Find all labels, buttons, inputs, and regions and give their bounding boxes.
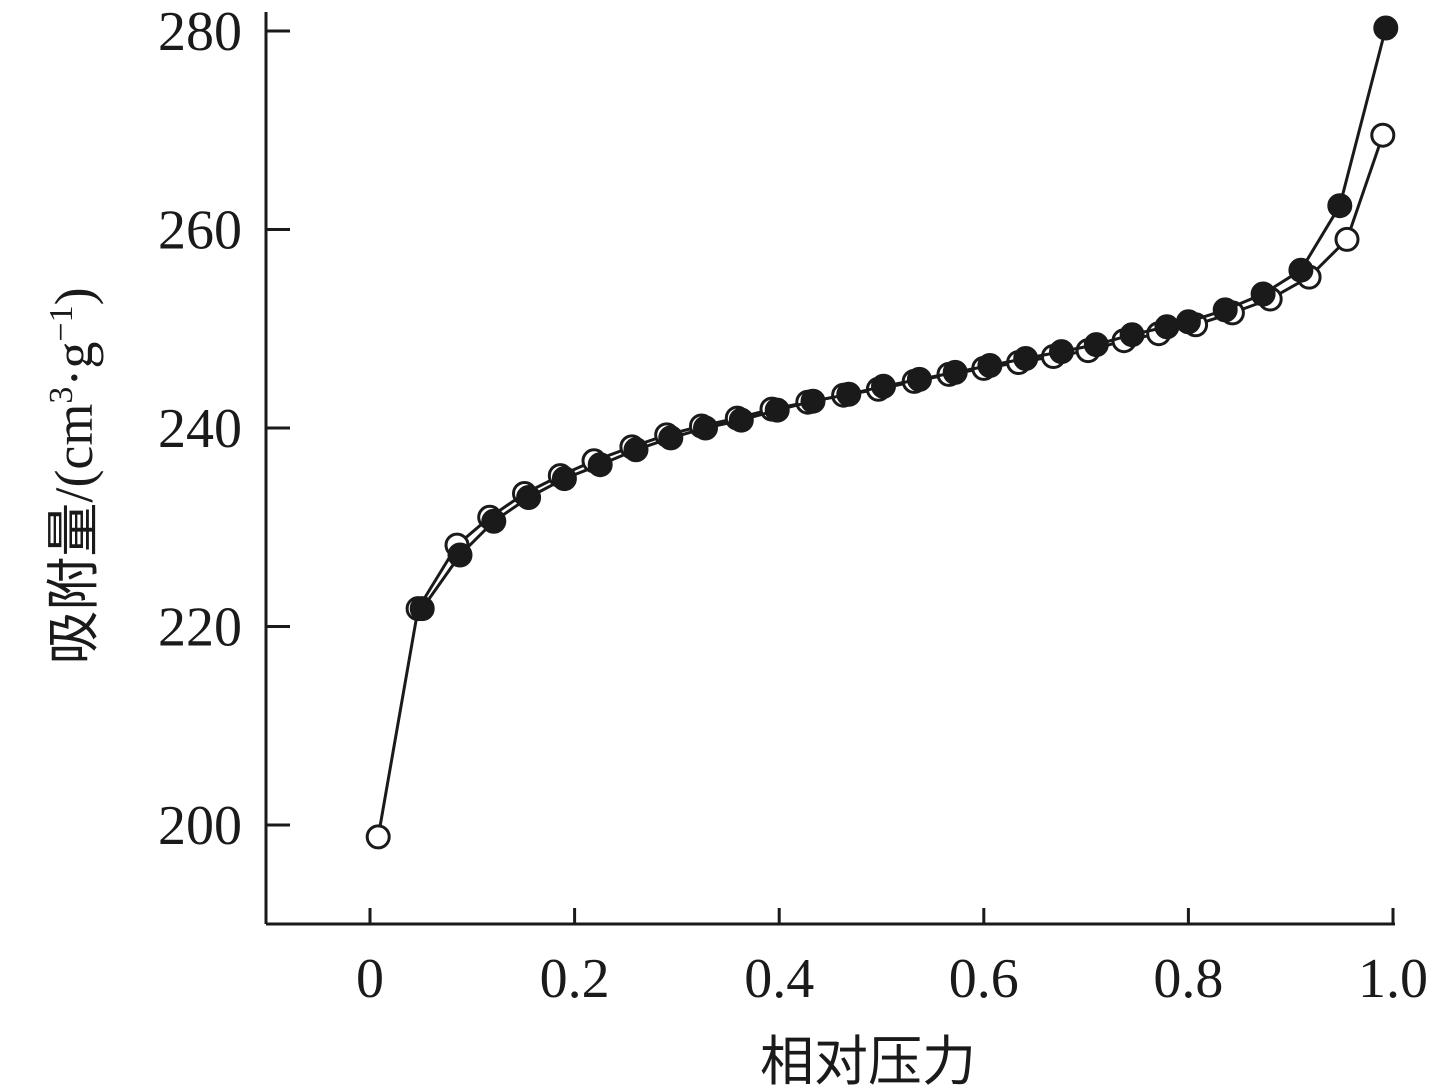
x-tick-label: 1.0 [1358, 948, 1428, 1010]
filled-marker [447, 542, 473, 568]
x-axis-title: 相对压力 [760, 1032, 976, 1091]
filled-marker [942, 359, 968, 385]
filled-marker [551, 466, 577, 492]
filled-marker [481, 508, 507, 534]
filled-marker [1083, 332, 1109, 358]
axes [264, 12, 1395, 926]
filled-marker [728, 407, 754, 433]
filled-marker [1212, 297, 1238, 323]
filled-marker [693, 415, 718, 441]
series-1 [365, 122, 1396, 850]
filled-marker [623, 437, 649, 463]
filled-marker [1049, 339, 1074, 365]
x-tick-label: 0 [356, 948, 384, 1010]
filled-marker [1119, 322, 1145, 348]
open-marker [365, 824, 391, 850]
filled-marker [836, 381, 862, 407]
y-tick-label: 200 [158, 795, 242, 857]
filled-marker [1175, 309, 1201, 335]
x-tick-label: 0.6 [949, 948, 1019, 1010]
y-tick-label: 260 [158, 200, 242, 262]
filled-marker [658, 425, 684, 451]
y-tick-label: 280 [158, 1, 242, 63]
y-axis-title-suffix: ) [44, 287, 104, 305]
series-2 [409, 15, 1399, 622]
y-axis-title-sup1: 3 [43, 387, 80, 404]
filled-marker [1154, 314, 1180, 340]
x-axis-ticks: 0 0.2 0.4 0.6 0.8 1.0 [356, 908, 1428, 1010]
y-tick-label: 240 [158, 398, 242, 460]
filled-marker [1373, 15, 1399, 41]
filled-marker [409, 596, 435, 622]
filled-marker [1250, 281, 1276, 307]
filled-marker [871, 373, 896, 399]
y-axis-title: 吸附量/(cm3·g−1) [43, 287, 104, 664]
filled-marker [764, 397, 790, 423]
y-tick-label: 220 [158, 597, 242, 659]
filled-marker [906, 366, 932, 392]
y-axis-title-prefix: 吸附量/(cm [44, 404, 104, 665]
series-layer [365, 15, 1399, 850]
series-2-line [420, 27, 1388, 610]
filled-marker [587, 452, 613, 478]
y-axis-ticks: 200 220 240 260 280 [158, 1, 290, 857]
open-marker [1370, 122, 1396, 148]
filled-marker [1013, 346, 1039, 371]
filled-marker [1288, 257, 1314, 283]
x-tick-label: 0.2 [540, 948, 610, 1010]
filled-marker [800, 388, 826, 414]
filled-marker [977, 353, 1003, 378]
filled-marker [516, 485, 542, 510]
open-marker [1334, 226, 1360, 252]
y-axis-title-sup2: −1 [43, 305, 80, 341]
x-tick-label: 0.4 [744, 948, 814, 1010]
filled-marker [1327, 193, 1353, 219]
y-axis-title-middle: ·g [44, 342, 104, 387]
x-tick-label: 0.8 [1153, 948, 1223, 1010]
